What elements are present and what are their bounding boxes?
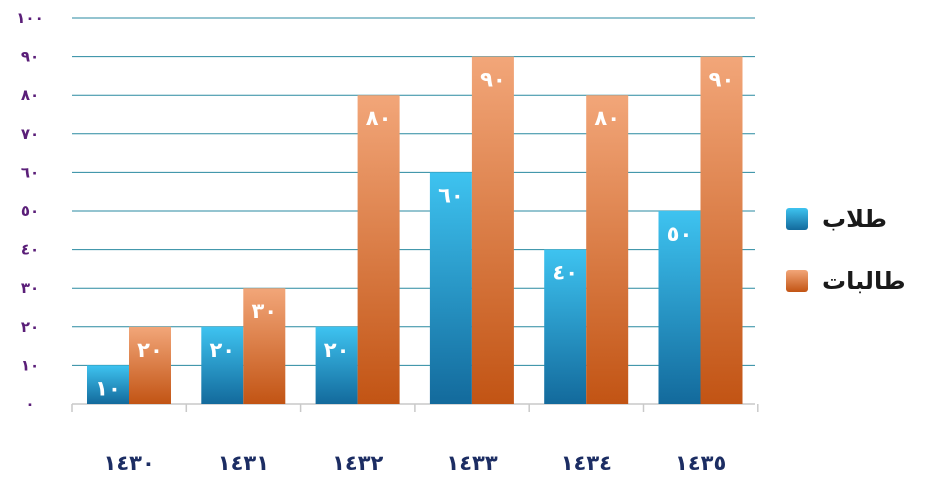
data-label: ٨٠: [594, 106, 620, 130]
bar-students: [201, 326, 244, 404]
data-label: ٩٠: [709, 68, 735, 92]
y-tick-label: ٤٠: [21, 241, 39, 259]
data-label: ٥٠: [667, 222, 693, 246]
data-label: ٢٠: [137, 338, 163, 362]
data-label: ٢٠: [324, 338, 350, 362]
bar-female-students: [129, 326, 171, 404]
bar-female-students: [586, 95, 629, 404]
x-tick-label: ١٤٣٢: [332, 451, 383, 475]
legend-label-students: طلاب: [822, 205, 887, 233]
bars: [87, 56, 743, 404]
bar-students: [429, 172, 472, 404]
y-tick-label: ٣٠: [21, 279, 39, 297]
x-tick-label: ١٤٣٣: [446, 451, 497, 475]
y-tick-label: ٦٠: [21, 163, 39, 181]
bar-students: [315, 326, 358, 404]
bar-students: [87, 365, 129, 404]
gridlines: [71, 17, 759, 412]
data-labels: ١٠ ٢٠ ٢٠ ٣٠ ٢٠ ٨٠ ٦٠ ٩٠ ٤٠ ٨٠ ٥٠ ٩٠: [95, 68, 734, 401]
bar-students: [658, 211, 701, 404]
data-label: ٩٠: [480, 68, 506, 92]
data-label: ٨٠: [366, 106, 392, 130]
y-tick-label: ١٠: [21, 356, 39, 374]
x-tick-label: ١٤٣٤: [561, 451, 612, 475]
data-label: ٣٠: [251, 299, 277, 323]
data-label: ١٠: [95, 376, 121, 400]
y-tick-label: ١٠٠: [16, 9, 43, 27]
bar-female-students: [700, 56, 743, 404]
legend-swatch-female-students: [786, 270, 808, 292]
data-label: ٢٠: [209, 338, 235, 362]
bar-students: [544, 249, 587, 404]
y-tick-label: ٩٠: [21, 48, 39, 66]
data-label: ٦٠: [438, 183, 464, 207]
bar-female-students: [243, 288, 286, 404]
y-tick-label: ٠: [25, 395, 34, 413]
y-tick-label: ٨٠: [21, 86, 39, 104]
data-label: ٤٠: [552, 261, 578, 285]
y-tick-label: ٧٠: [21, 125, 39, 143]
x-tick-label: ١٤٣٠: [104, 451, 155, 475]
legend-swatch-students: [786, 208, 808, 230]
y-tick-label: ٥٠: [21, 202, 39, 220]
x-axis-ticks: ١٤٣٠ ١٤٣١ ١٤٣٢ ١٤٣٣ ١٤٣٤ ١٤٣٥: [104, 451, 727, 475]
x-tick-label: ١٤٣١: [218, 451, 269, 475]
bar-female-students: [357, 95, 400, 404]
y-axis-ticks: ٠ ١٠ ٢٠ ٣٠ ٤٠ ٥٠ ٦٠ ٧٠ ٨٠ ٩٠ ١٠٠: [16, 9, 43, 413]
legend: طلاب طالبات: [786, 205, 906, 295]
y-tick-label: ٢٠: [21, 318, 39, 336]
x-tick-label: ١٤٣٥: [675, 451, 726, 475]
legend-label-female-students: طالبات: [822, 267, 906, 295]
bar-female-students: [471, 56, 514, 404]
